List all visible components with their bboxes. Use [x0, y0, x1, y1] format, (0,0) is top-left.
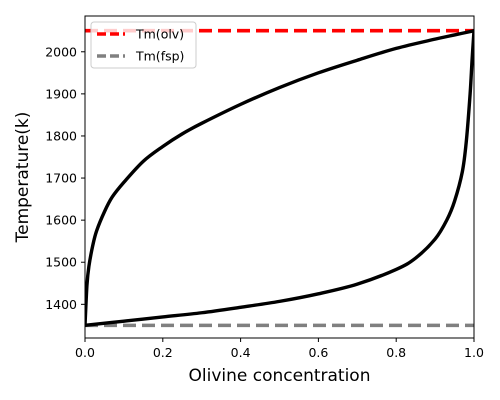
x-tick-label: 0.4 [231, 345, 251, 360]
solidus-curve [85, 29, 474, 328]
plot-frame [84, 15, 475, 339]
legend-label: Tm(fsp) [135, 49, 184, 64]
y-tick-label: 1400 [45, 297, 77, 312]
x-tick-label: 0.8 [386, 345, 406, 360]
y-axis-label: Temperature(k) [13, 112, 33, 244]
y-tick-label: 1800 [45, 128, 77, 143]
y-tick-label: 2000 [45, 44, 77, 59]
x-tick-label: 0.0 [75, 345, 95, 360]
y-tick-label: 1700 [45, 171, 77, 186]
y-tick-label: 1500 [45, 255, 77, 270]
x-axis-label: Olivine concentration [189, 366, 371, 386]
x-tick-label: 0.2 [153, 345, 173, 360]
liquidus-curve [85, 29, 474, 328]
y-tick-label: 1900 [45, 86, 77, 101]
x-tick-label: 1.0 [464, 345, 484, 360]
x-tick-label: 0.6 [308, 345, 328, 360]
legend-label: Tm(olv) [135, 27, 184, 42]
plot-area [85, 28, 474, 328]
plot-marks [85, 28, 474, 328]
y-tick-label: 1600 [45, 213, 77, 228]
legend: Tm(olv) Tm(fsp) [90, 21, 197, 69]
axes: 0.0 0.2 0.4 0.6 0.8 1.0 1400 1500 1600 1700 1800 19… [45, 15, 484, 360]
